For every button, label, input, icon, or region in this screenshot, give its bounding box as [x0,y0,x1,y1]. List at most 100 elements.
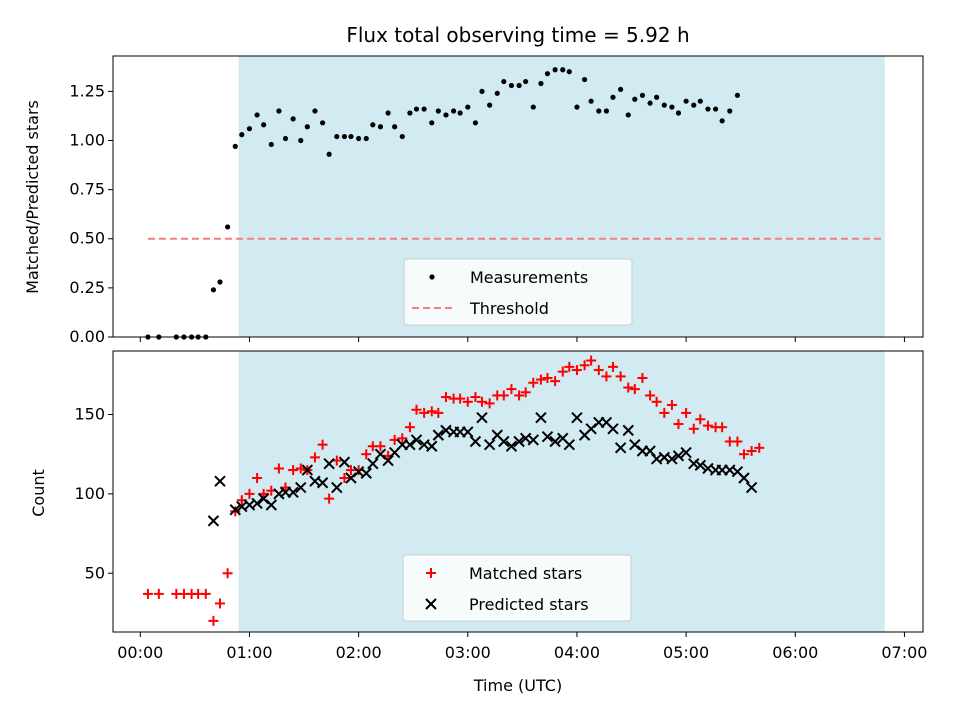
predicted-star-point [338,456,351,468]
matched-star-point [433,407,444,418]
matched-star-point [601,371,612,382]
y-tick-label: 0.75 [69,180,105,199]
matched-star-point [288,465,299,476]
matched-star-point [557,366,568,377]
x-tick-label: 00:00 [117,643,163,662]
axes-frame [112,55,924,338]
predicted-star-point [251,497,263,510]
x-tick-label: 03:00 [445,643,491,662]
legend-label: Threshold [469,299,549,318]
matched-star-point [732,436,743,447]
measurement-point [225,224,231,230]
matched-star-point [375,441,386,452]
legend: Measurements Threshold [403,258,633,326]
matched-star-point [200,588,211,599]
matched-star-point [535,374,546,385]
y-axis-label-top: Matched/Predicted stars [23,100,42,294]
measurement-point [538,80,544,87]
bottom-panel-counts: 50 100 150 00:00 01:00 02:00 03:00 04:00 05:00 06… [74,350,927,662]
measurement-point [487,102,493,108]
matched-star-point [579,360,590,371]
matched-star-point [651,396,662,407]
matched-star-point [695,414,706,425]
legend-label: Matched stars [469,564,582,583]
series-predicted-stars [207,411,758,527]
predicted-star-point [323,458,335,470]
predicted-star-point [301,464,314,476]
measurement-point [566,69,572,75]
measurement-point [276,108,282,114]
measurement-point [479,88,485,94]
measurement-point [348,133,354,140]
matched-star-point [498,390,509,401]
measurement-point [246,126,253,132]
y-axis-label-bottom: Count [29,469,48,517]
measurement-point [254,112,260,118]
measurement-point [232,143,238,149]
x-tick-label: 02:00 [336,643,382,662]
measurement-point [268,141,274,148]
predicted-star-point [432,429,445,441]
measurement-point [712,106,719,112]
matched-star-point [645,390,656,401]
predicted-star-point [462,426,474,438]
predicted-star-point [672,450,685,462]
matched-star-point [688,423,699,434]
matched-star-point [397,433,408,444]
predicted-star-point [680,446,692,459]
measurement-point [675,110,682,116]
matched-star-point [623,382,634,393]
measurement-point [363,135,369,142]
predicted-star-point [694,459,707,472]
measurement-point [544,71,551,77]
legend-label: Predicted stars [469,595,589,614]
matched-star-point [506,384,517,395]
predicted-star-point [295,481,307,494]
measurement-point [691,102,697,108]
matched-star-point [214,598,225,609]
x-tick-label: 04:00 [554,643,600,662]
measurement-point [326,151,332,157]
measurement-point [421,106,427,112]
predicted-star-point [666,453,678,465]
matched-star-point [673,419,684,430]
measurement-point [399,133,405,140]
top-panel-ratio: 0.00 0.25 0.50 0.75 1.00 1.25 Measurements Thre… [69,55,924,346]
predicted-star-point [563,438,576,451]
matched-star-point [717,422,728,433]
predicted-star-point [410,434,423,446]
matched-star-point [309,452,320,463]
measurement-point [683,98,689,104]
predicted-star-point [404,438,416,451]
measurement-point [377,124,384,130]
predicted-star-point [483,438,496,451]
predicted-star-point [331,481,343,494]
matched-star-point [470,392,481,403]
y-tick-label: 1.25 [69,81,105,100]
predicted-star-point [214,475,226,487]
measurement-point [596,108,602,114]
matched-star-point [208,615,219,626]
matched-star-point [528,377,539,388]
measurement-point [581,76,588,83]
predicted-star-point [614,442,627,454]
matched-star-point [746,446,757,457]
measurement-point [669,104,675,110]
measurement-point [356,135,362,142]
measurement-point [341,133,348,140]
predicted-star-point [273,488,285,500]
predicted-star-point [498,435,510,448]
measurement-point [661,102,667,108]
matched-star-point [659,407,670,418]
matched-star-point [462,396,473,407]
measurement-point [552,67,558,73]
y-tick-label: 0.25 [69,278,105,297]
predicted-star-point [476,411,488,424]
measurement-point [501,78,507,85]
matched-star-point [361,449,372,460]
measurement-point [298,137,304,144]
measurement-point [603,108,610,114]
measurement-point [523,78,529,85]
measurement-point [290,116,296,122]
y-tick-label: 0.50 [69,229,105,248]
